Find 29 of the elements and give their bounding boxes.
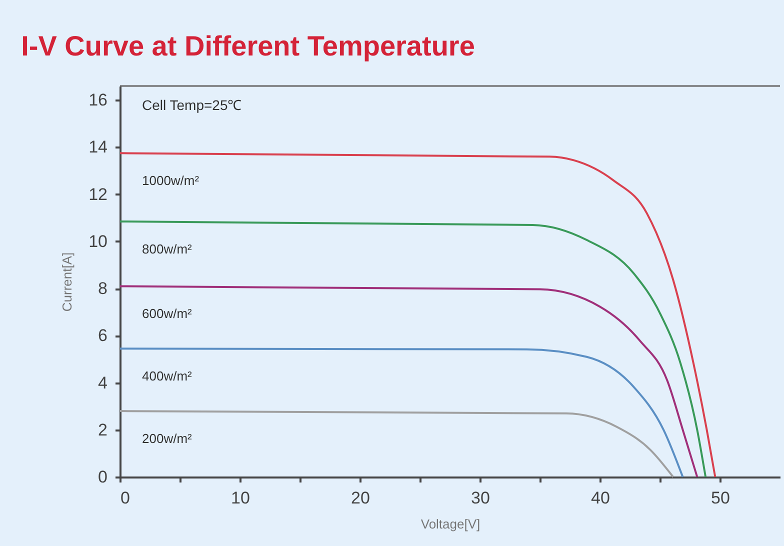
y-tick-label: 16	[88, 90, 108, 110]
line-series	[119, 410, 674, 478]
x-tick-label: 10	[231, 488, 250, 508]
annotation: Cell Temp=25℃	[142, 97, 242, 113]
x-axis-title: Voltage[V]	[420, 516, 480, 532]
y-tick-label: 10	[88, 232, 108, 251]
line-series	[119, 348, 684, 478]
x-tick-label: 0	[120, 488, 130, 508]
line-series	[119, 152, 716, 478]
series-label: 600w/m²	[142, 306, 193, 322]
chart-title: I-V Curve at Different Temperature	[21, 30, 475, 62]
y-tick-label: 8	[98, 279, 108, 298]
y-tick-label: 0	[98, 468, 108, 486]
x-tick-label: 40	[591, 488, 610, 508]
y-axis-title: Current[A]	[60, 252, 75, 312]
line-series	[119, 220, 707, 478]
y-tick-label: 12	[88, 184, 108, 204]
series-label: 1000w/m²	[142, 173, 200, 188]
y-tick-label: 14	[88, 138, 108, 157]
x-tick-label: 20	[351, 488, 370, 508]
line-series	[119, 285, 698, 478]
y-tick-label: 2	[98, 420, 108, 440]
y-tick-label: 4	[98, 373, 108, 392]
series-label: 200w/m²	[142, 431, 193, 446]
series-label: 400w/m²	[142, 368, 193, 384]
x-tick-label: 30	[471, 488, 490, 508]
series-label: 800w/m²	[142, 241, 193, 256]
y-tick-label: 6	[98, 326, 108, 346]
x-tick-label: 50	[711, 488, 730, 508]
